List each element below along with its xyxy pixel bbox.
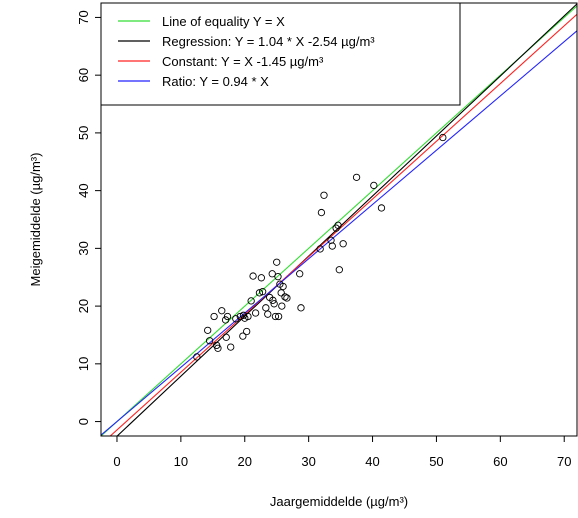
x-tick-label: 40 [365, 454, 379, 469]
x-axis: 0 10 20 30 40 50 60 70 [113, 436, 571, 469]
data-point [239, 332, 247, 340]
data-point [243, 327, 251, 336]
data-point [214, 344, 222, 352]
data-point [210, 312, 218, 321]
legend-label-equality: Line of equality Y = X [162, 14, 285, 29]
data-point [269, 296, 277, 304]
data-point [278, 302, 286, 310]
data-point [232, 315, 240, 323]
fit-line-0 [101, 5, 577, 436]
data-point [370, 181, 378, 190]
data-point [223, 312, 232, 321]
y-tick-label: 30 [76, 241, 91, 255]
data-point [274, 312, 283, 321]
data-point [268, 270, 276, 278]
data-point [328, 242, 336, 250]
data-point [222, 333, 230, 341]
data-point [244, 312, 252, 321]
data-point [236, 312, 244, 321]
data-point [205, 337, 214, 345]
y-tick-label: 10 [76, 357, 91, 371]
y-tick-label: 0 [76, 418, 91, 425]
data-point [262, 304, 270, 312]
data-point [277, 289, 285, 297]
data-point [251, 309, 260, 317]
legend-label-regression: Regression: Y = 1.04 * X -2.54 µg/m³ [162, 34, 375, 49]
data-point [279, 282, 287, 291]
x-tick-label: 60 [493, 454, 507, 469]
data-point [264, 310, 272, 318]
x-tick-label: 10 [174, 454, 188, 469]
legend-entry-equality: Line of equality Y = X [118, 14, 285, 29]
y-tick-label: 70 [76, 10, 91, 24]
data-point [339, 240, 347, 248]
legend-entry-constant: Constant: Y = X -1.45 µg/m³ [118, 54, 324, 69]
x-tick-label: 20 [238, 454, 252, 469]
data-point [249, 272, 257, 280]
legend-label-constant: Constant: Y = X -1.45 µg/m³ [162, 54, 324, 69]
data-point [439, 133, 447, 142]
y-tick-label: 60 [76, 68, 91, 82]
data-point [317, 208, 326, 217]
data-point [283, 294, 291, 302]
data-point [221, 316, 230, 324]
data-point [335, 266, 343, 274]
legend: Line of equality Y = X Regression: Y = 1… [100, 2, 461, 106]
data-point [270, 300, 278, 308]
x-axis-title: Jaargemiddelde (µg/m³) [270, 494, 408, 509]
data-point [204, 326, 212, 334]
data-point [218, 307, 226, 315]
legend-entry-regression: Regression: Y = 1.04 * X -2.54 µg/m³ [118, 34, 375, 49]
data-point [352, 173, 361, 182]
data-point [334, 221, 342, 229]
data-point [255, 289, 264, 297]
legend-box [100, 2, 461, 106]
x-tick-label: 30 [301, 454, 315, 469]
data-points [193, 133, 447, 361]
legend-label-ratio: Ratio: Y = 0.94 * X [162, 74, 269, 89]
y-axis-title: Meigemiddelde (µg/m³) [28, 153, 43, 287]
data-point [297, 304, 305, 312]
x-tick-label: 0 [113, 454, 120, 469]
data-point [377, 204, 386, 212]
data-point [193, 353, 201, 361]
legend-entry-ratio: Ratio: Y = 0.94 * X [118, 74, 269, 89]
data-point [281, 293, 289, 301]
data-point [271, 312, 280, 321]
y-tick-label: 50 [76, 126, 91, 140]
y-tick-label: 40 [76, 183, 91, 197]
y-tick-label: 20 [76, 299, 91, 313]
data-point [320, 191, 328, 199]
data-point [257, 274, 266, 282]
data-point [227, 343, 235, 351]
x-tick-label: 70 [557, 454, 571, 469]
data-point [273, 258, 281, 266]
y-axis: 0 10 20 30 40 50 60 70 [76, 10, 101, 425]
data-point [274, 273, 282, 281]
fit-line-3 [101, 30, 577, 436]
data-point [296, 270, 304, 278]
data-point [316, 245, 324, 253]
data-point [247, 297, 255, 305]
data-point [258, 288, 267, 296]
x-tick-label: 50 [429, 454, 443, 469]
